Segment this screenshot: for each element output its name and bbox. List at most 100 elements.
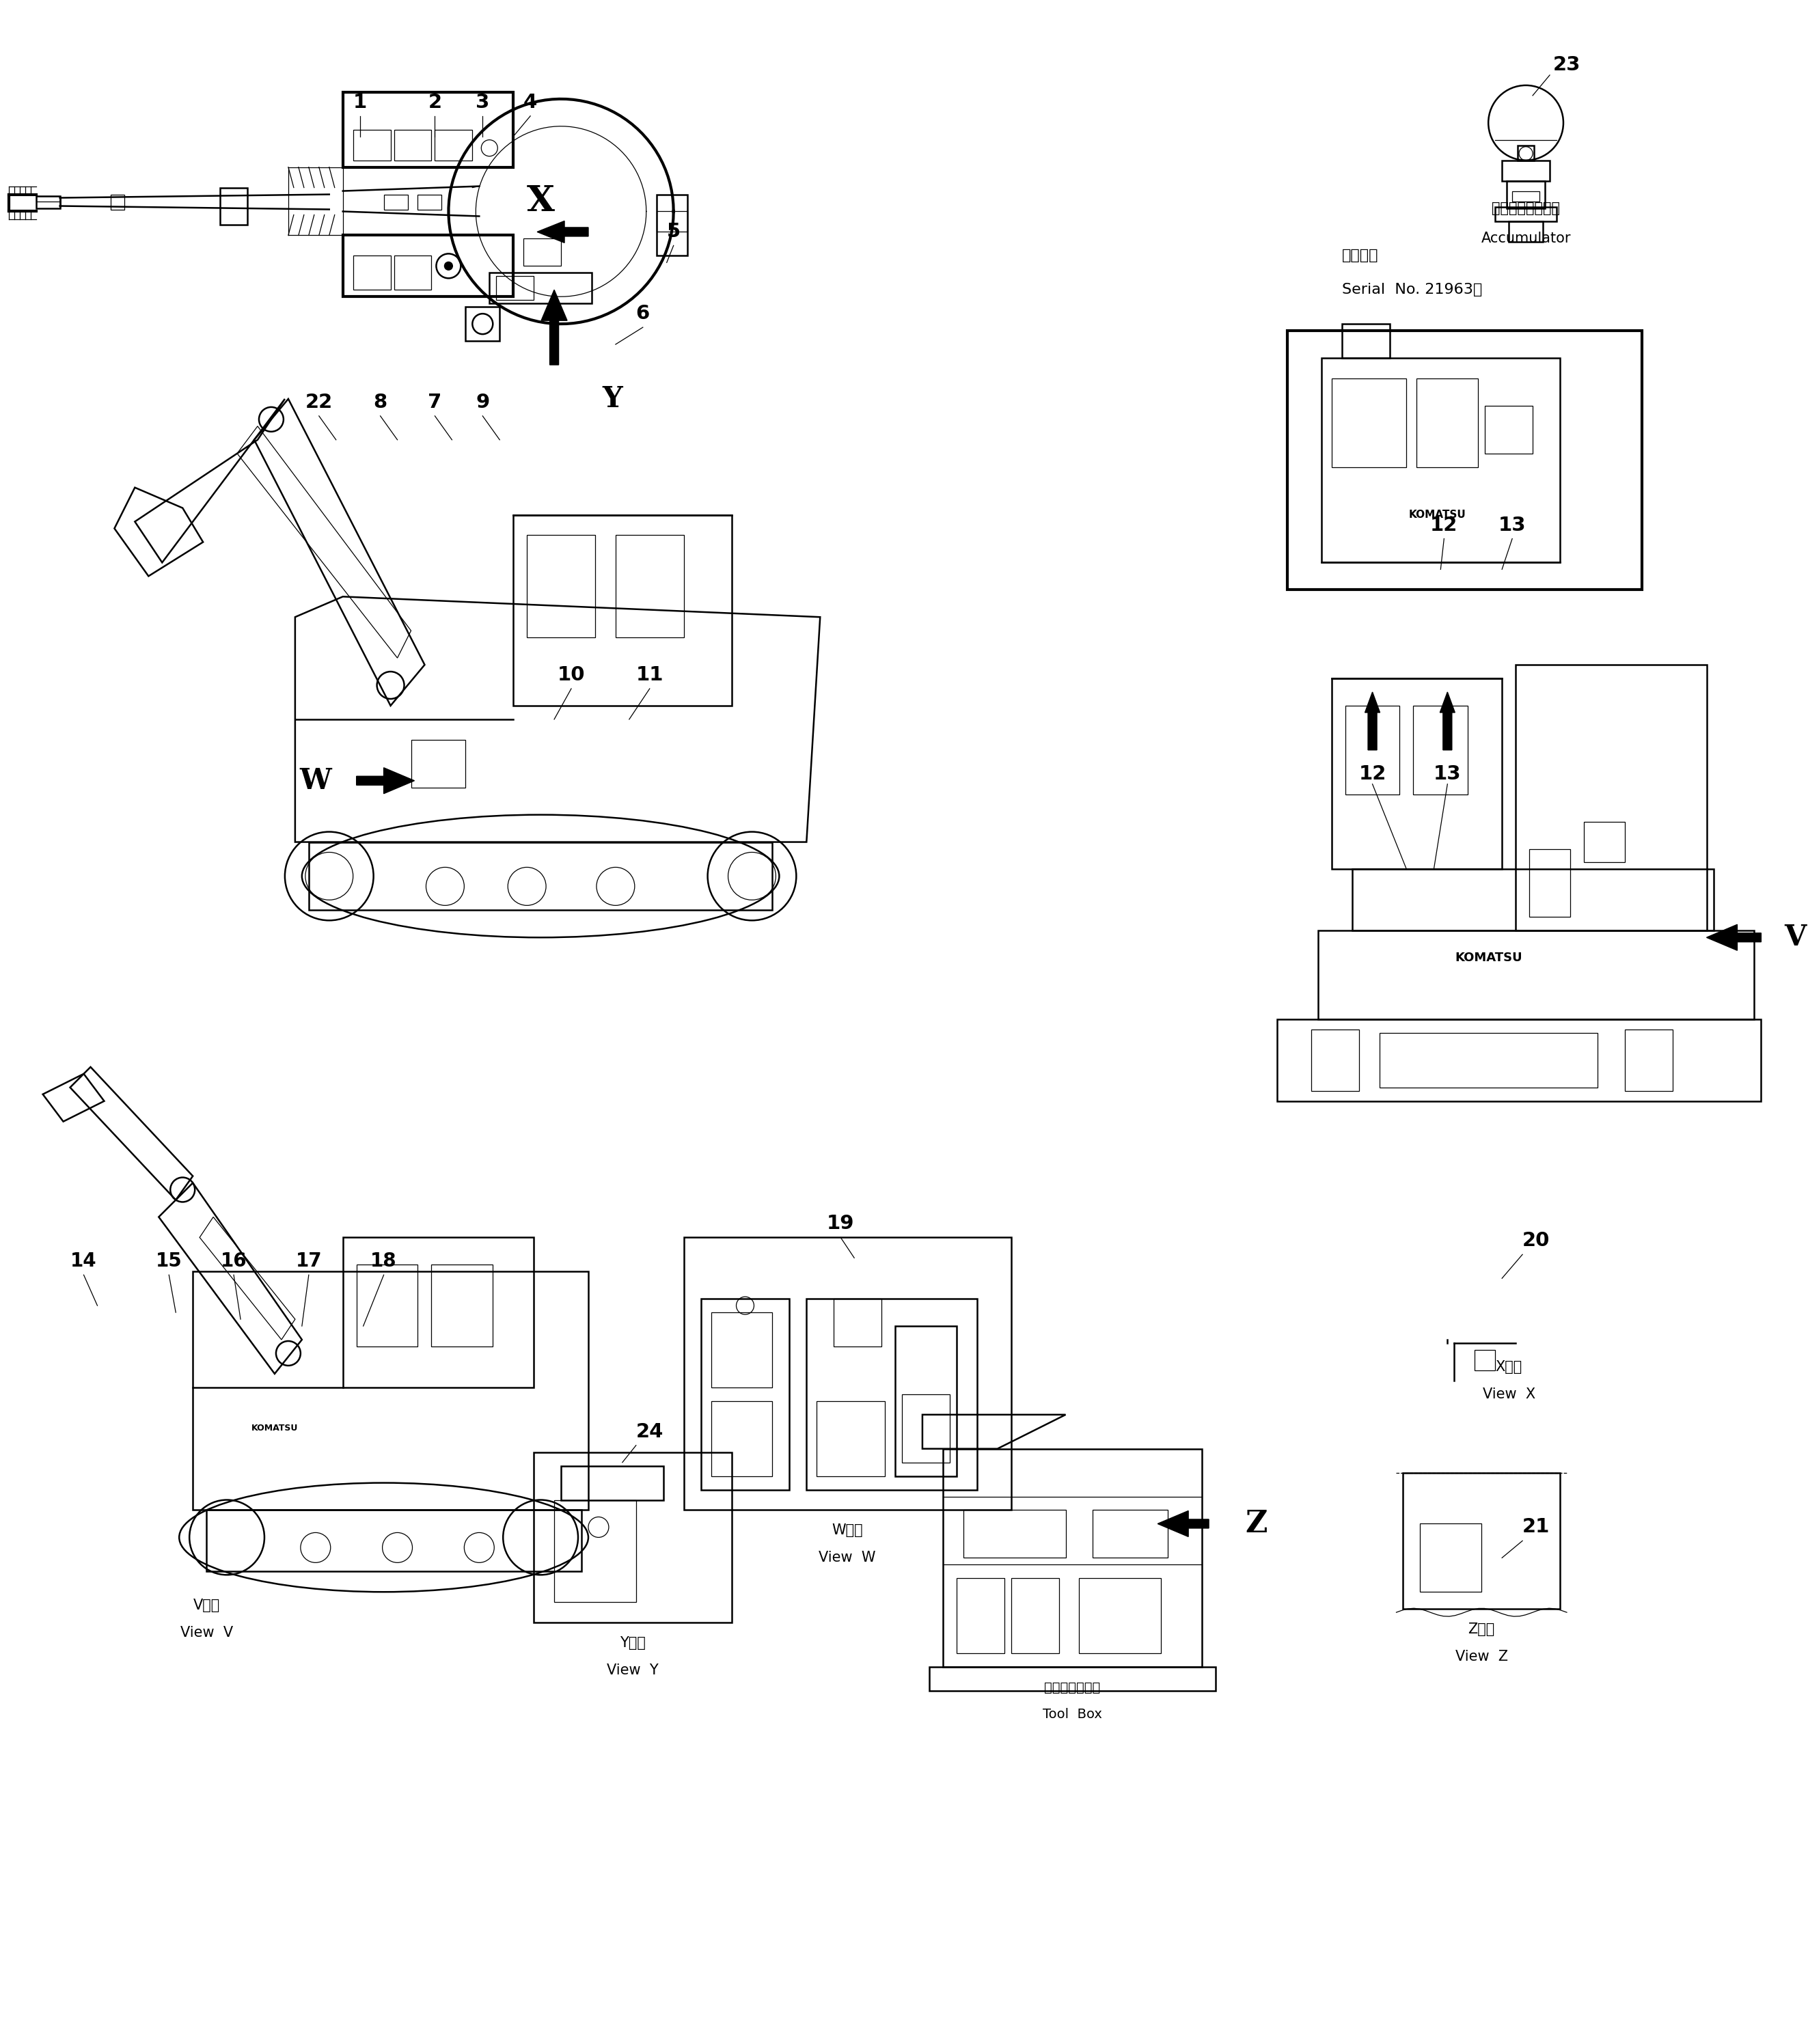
Bar	[344, 235, 513, 296]
Bar	[1517, 145, 1533, 159]
Text: 19: 19	[826, 1214, 855, 1233]
Text: X: X	[526, 184, 555, 219]
Text: 3: 3	[476, 92, 490, 112]
Bar	[956, 1578, 1003, 1654]
Text: View  W: View W	[819, 1551, 875, 1564]
Bar	[555, 1500, 636, 1602]
Bar	[356, 1265, 418, 1347]
Text: 22: 22	[306, 392, 333, 413]
Text: 17: 17	[295, 1251, 322, 1271]
Text: Tool  Box: Tool Box	[1043, 1709, 1103, 1721]
Bar	[711, 1400, 772, 1476]
Bar	[711, 1312, 772, 1388]
Bar	[353, 255, 391, 290]
Text: V　視: V 視	[193, 1598, 221, 1613]
Bar	[344, 1237, 533, 1388]
Text: 10: 10	[557, 666, 586, 685]
FancyArrow shape	[541, 290, 568, 364]
Text: View  X: View X	[1483, 1388, 1535, 1400]
Bar	[1331, 679, 1502, 869]
Bar	[615, 536, 683, 638]
Bar	[1417, 378, 1479, 468]
Bar	[466, 307, 499, 341]
Bar	[436, 129, 472, 159]
Text: View  V: View V	[181, 1625, 233, 1639]
Text: View  Z: View Z	[1455, 1650, 1508, 1664]
Bar	[929, 1668, 1215, 1690]
Bar	[1484, 405, 1533, 454]
Bar	[1287, 331, 1642, 591]
Bar	[683, 1237, 1011, 1511]
Bar	[560, 1466, 664, 1500]
Bar	[1345, 705, 1399, 795]
Bar	[1311, 1030, 1360, 1091]
Bar	[432, 1265, 494, 1347]
FancyArrow shape	[1157, 1511, 1210, 1537]
Bar	[1011, 1578, 1059, 1654]
FancyArrow shape	[1707, 924, 1761, 950]
FancyArrow shape	[1365, 693, 1380, 750]
Bar	[1625, 1030, 1672, 1091]
Text: 8: 8	[374, 392, 387, 413]
Text: Z　視: Z 視	[1468, 1623, 1495, 1637]
Text: 5: 5	[667, 223, 680, 241]
Text: 適用号機: 適用号機	[1342, 249, 1378, 262]
Text: 18: 18	[371, 1251, 398, 1271]
Bar	[806, 1298, 976, 1490]
Bar	[895, 1327, 956, 1476]
Bar	[533, 1451, 732, 1623]
Text: 13: 13	[1434, 764, 1461, 783]
Text: Z: Z	[1246, 1508, 1267, 1539]
Bar	[1515, 664, 1707, 930]
Text: 21: 21	[1522, 1517, 1549, 1537]
Text: V: V	[1784, 924, 1806, 953]
Text: Y: Y	[602, 384, 622, 413]
Bar	[1380, 1032, 1598, 1087]
Text: Y　視: Y 視	[620, 1635, 645, 1650]
Text: 6: 6	[636, 305, 649, 323]
Bar	[1318, 930, 1754, 1020]
Bar	[656, 194, 687, 255]
Bar	[513, 515, 732, 705]
Text: 24: 24	[636, 1423, 664, 1441]
FancyArrow shape	[1439, 693, 1455, 750]
Text: ツールボックス: ツールボックス	[1045, 1680, 1101, 1694]
Text: 13: 13	[1499, 515, 1526, 536]
Text: 12: 12	[1430, 515, 1457, 536]
Text: 11: 11	[636, 666, 664, 685]
Text: KOMATSU: KOMATSU	[1408, 509, 1466, 519]
Bar	[495, 276, 533, 300]
Bar	[964, 1511, 1065, 1558]
Bar	[1322, 358, 1560, 562]
Bar	[817, 1400, 884, 1476]
Bar	[526, 536, 595, 638]
Bar	[833, 1298, 882, 1347]
Bar	[309, 842, 772, 910]
Bar	[1510, 221, 1542, 241]
Bar	[524, 239, 560, 266]
Bar	[902, 1394, 949, 1461]
Bar	[1352, 869, 1714, 930]
Bar	[110, 194, 125, 208]
Bar	[394, 255, 432, 290]
Bar	[36, 196, 60, 208]
Bar	[193, 1271, 588, 1511]
Bar	[702, 1298, 790, 1490]
Text: Accumulator: Accumulator	[1481, 231, 1571, 245]
Bar	[383, 194, 407, 208]
Bar	[490, 272, 591, 303]
Text: Serial  No. 21963～: Serial No. 21963～	[1342, 282, 1483, 296]
Bar	[1092, 1511, 1168, 1558]
Bar	[1475, 1349, 1495, 1369]
Bar	[206, 1511, 582, 1572]
Bar	[1414, 705, 1468, 795]
Text: 16: 16	[221, 1251, 248, 1271]
Text: KOMATSU: KOMATSU	[1455, 953, 1522, 965]
Text: View  Y: View Y	[607, 1664, 658, 1678]
Text: 2: 2	[428, 92, 441, 112]
Text: X　視: X 視	[1495, 1359, 1522, 1374]
Text: 1: 1	[353, 92, 367, 112]
Text: W: W	[300, 766, 331, 795]
Bar	[1584, 822, 1625, 863]
Text: W　視: W 視	[832, 1523, 862, 1537]
